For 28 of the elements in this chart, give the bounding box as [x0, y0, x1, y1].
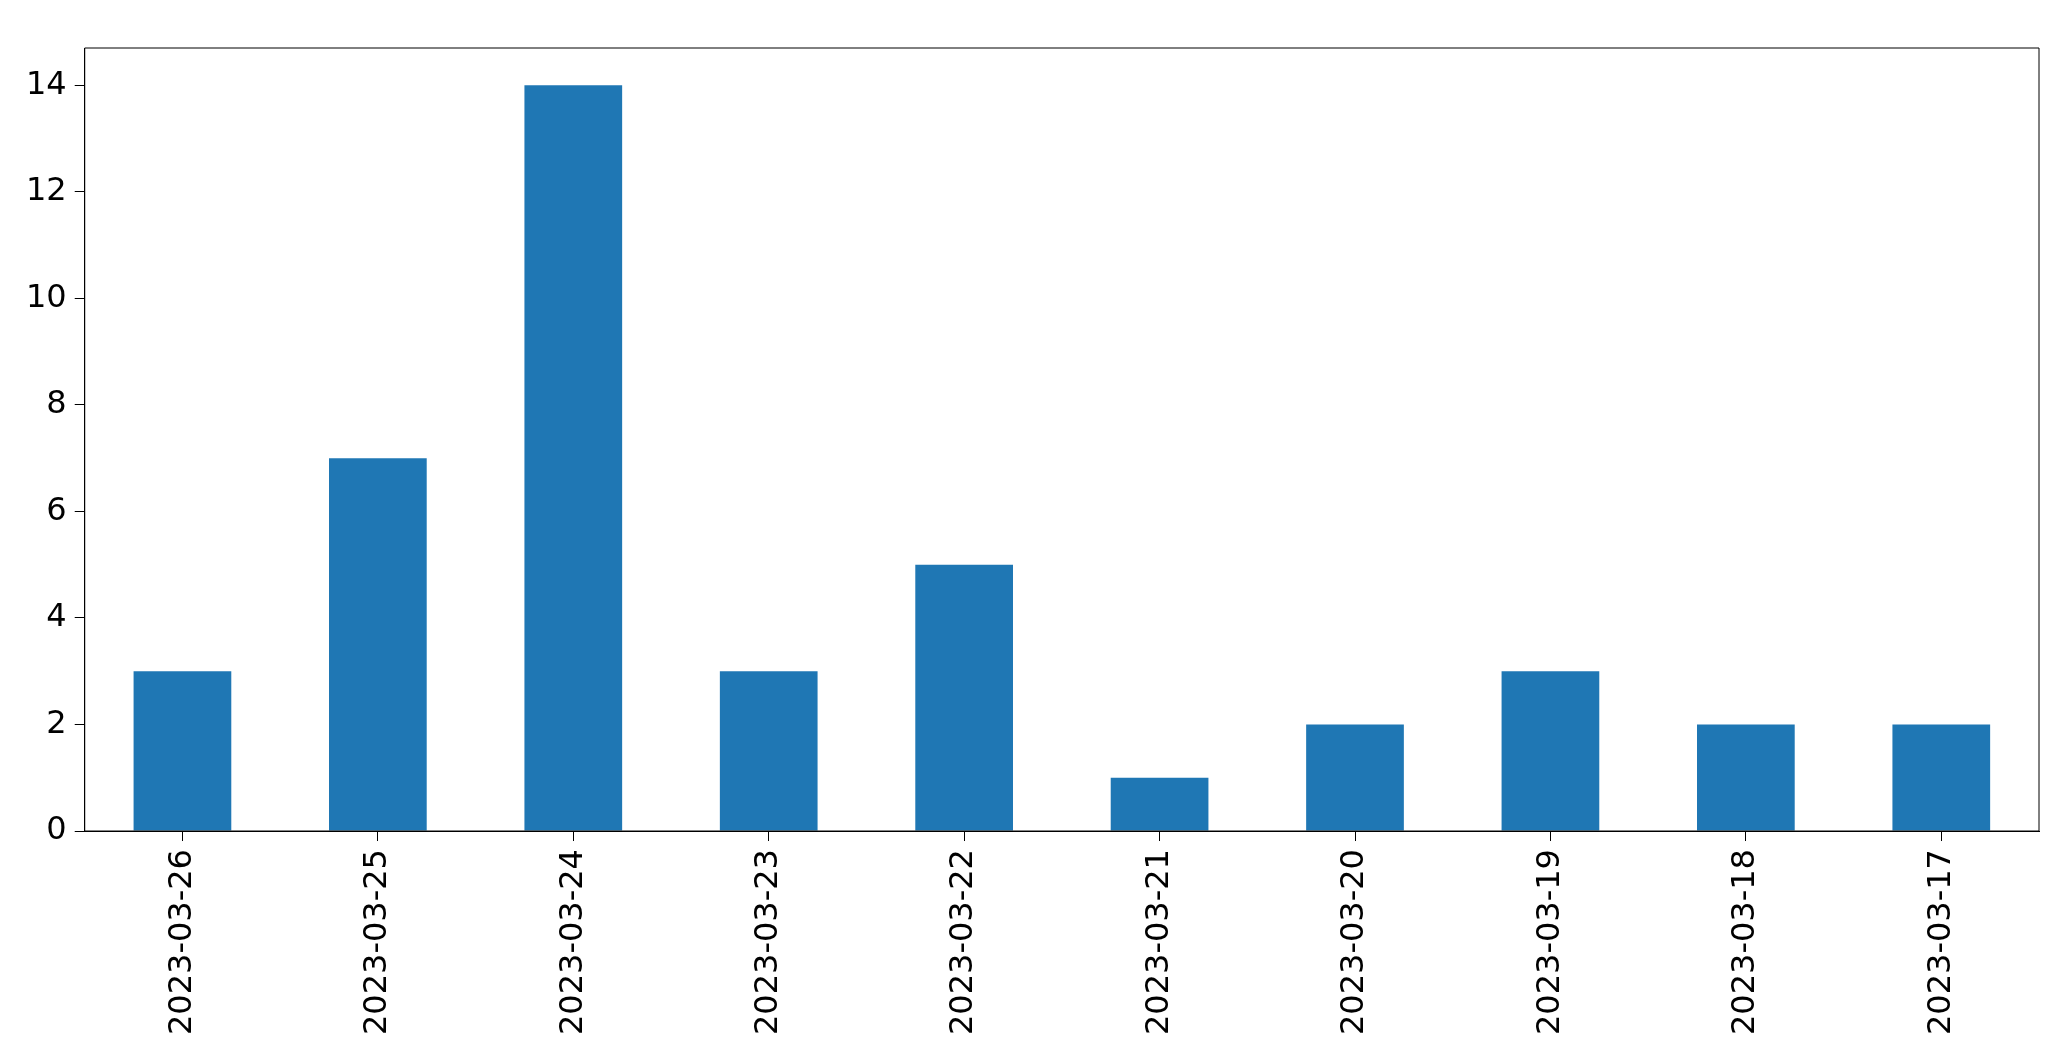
y-tick-label: 4 [46, 596, 67, 635]
x-tick-label: 2023-03-20 [1333, 849, 1372, 1035]
y-tick-label: 14 [26, 63, 67, 102]
bar [915, 564, 1013, 831]
bar [329, 458, 427, 831]
bar [719, 671, 818, 831]
bar [524, 85, 623, 831]
y-tick-label: 10 [26, 276, 67, 315]
x-tick-label: 2023-03-21 [1137, 849, 1176, 1035]
y-tick-label: 12 [26, 170, 67, 209]
y-tick-label: 8 [46, 383, 67, 422]
x-tick-label: 2023-03-19 [1528, 849, 1567, 1035]
x-tick-label: 2023-03-24 [551, 849, 590, 1035]
x-tick-label: 2023-03-26 [160, 849, 199, 1035]
bar [1892, 724, 1991, 831]
x-tick-label: 2023-03-17 [1919, 849, 1958, 1035]
x-tick-label: 2023-03-18 [1724, 849, 1763, 1035]
x-tick-label: 2023-03-23 [747, 849, 786, 1035]
x-tick-label: 2023-03-22 [942, 849, 981, 1035]
bar [1697, 724, 1795, 831]
y-tick-label: 0 [46, 809, 67, 848]
bar [1306, 724, 1404, 831]
y-tick-label: 6 [46, 489, 67, 528]
x-tick-label: 2023-03-25 [356, 849, 395, 1035]
bar [133, 671, 232, 831]
bar [1110, 777, 1209, 831]
bar [1501, 671, 1600, 831]
y-tick-label: 2 [46, 702, 67, 741]
